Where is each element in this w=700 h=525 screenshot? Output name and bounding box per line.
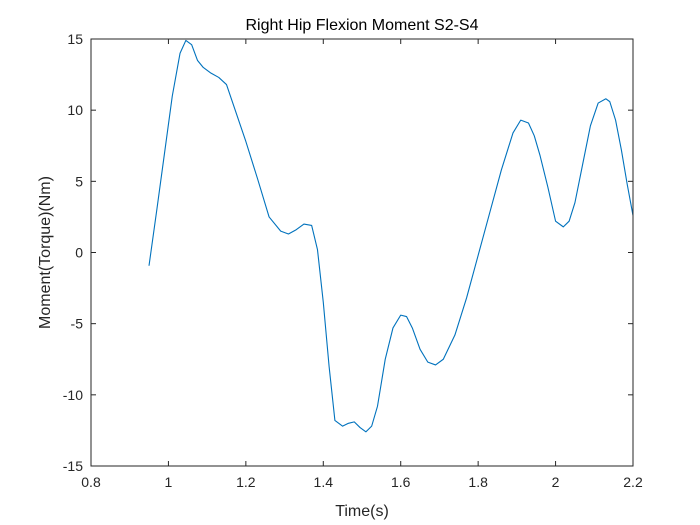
x-tick-label: 1.8 [468, 474, 488, 490]
y-tick-label: -15 [63, 458, 83, 474]
axes-box [90, 38, 634, 467]
series-line [148, 39, 634, 433]
x-axis-label: Time(s) [335, 503, 389, 520]
y-tick-label: -5 [71, 316, 84, 332]
x-axis: 0.8 1 1.2 1.4 1.6 1.8 2 2.2 [81, 39, 643, 490]
plot-area [91, 39, 633, 466]
x-tick-label: 2 [552, 474, 560, 490]
x-tick-label: 0.8 [81, 474, 101, 490]
series-layer [148, 39, 634, 433]
y-axis-label: Moment(Torque)(Nm) [37, 176, 54, 329]
y-tick-label: 10 [67, 102, 83, 118]
x-tick-label: 1.4 [314, 474, 334, 490]
y-axis: -15 -10 -5 0 5 10 15 [63, 31, 633, 474]
x-tick-label: 1.2 [236, 474, 256, 490]
y-tick-label: 5 [75, 173, 83, 189]
y-tick-label: -10 [63, 387, 83, 403]
x-tick-label: 2.2 [623, 474, 643, 490]
x-tick-label: 1.6 [391, 474, 411, 490]
x-tick-label: 1 [165, 474, 173, 490]
y-tick-label: 15 [67, 31, 83, 47]
chart-title: Right Hip Flexion Moment S2-S4 [246, 17, 479, 34]
y-tick-label: 0 [75, 245, 83, 261]
